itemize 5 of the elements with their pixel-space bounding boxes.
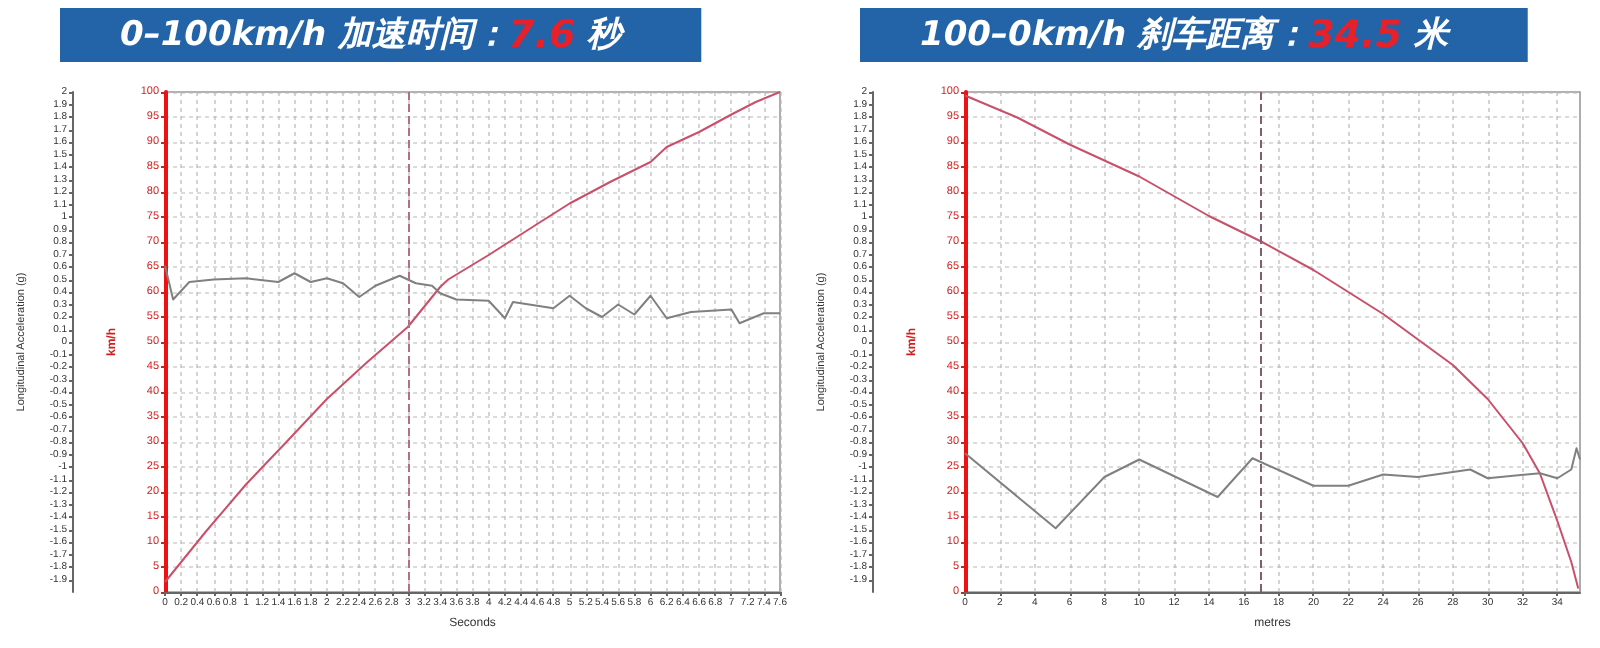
chart-title: 0–100km/h 加速时间：7.6 秒 [120,13,628,57]
line-series [964,447,1581,530]
line-series [164,264,781,325]
line-series [964,94,1580,590]
chart-title: 100–0km/h 刹车距离：34.5 米 [920,13,1452,57]
